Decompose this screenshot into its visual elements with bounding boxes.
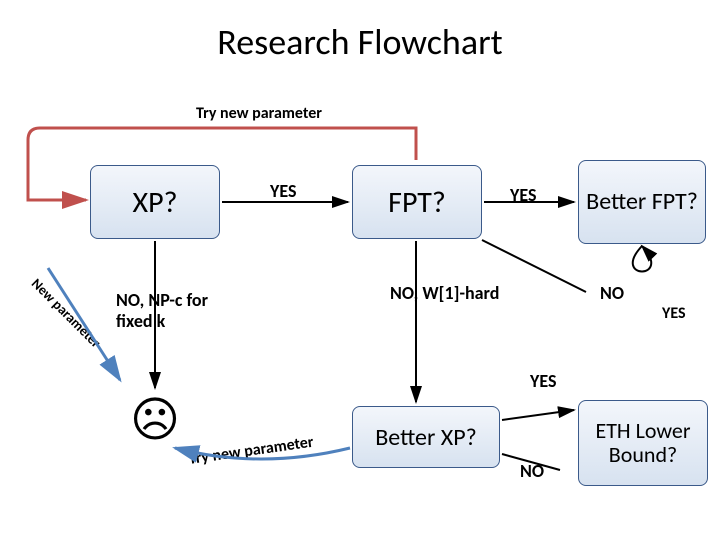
label-new-parameter-diag: New parameter bbox=[28, 275, 104, 351]
label-npc: NO, NP-c for fixed k bbox=[116, 290, 226, 331]
sad-face-icon: ☹ bbox=[130, 390, 180, 449]
label-try-new-bottom: Try new parameter bbox=[187, 433, 314, 469]
edge-label-yes-4: YES bbox=[530, 370, 556, 392]
page-title: Research Flowchart bbox=[0, 20, 720, 64]
edge-betterxp-eth-yes bbox=[502, 410, 574, 420]
edge-label-no-1: NO bbox=[600, 282, 624, 304]
label-try-new-top: Try new parameter bbox=[196, 104, 322, 123]
edge-label-yes-2: YES bbox=[510, 184, 536, 206]
edge-label-yes-1: YES bbox=[270, 180, 296, 202]
edge-betterfpt-selfloop bbox=[633, 246, 651, 272]
node-better-fpt: Better FPT? bbox=[578, 160, 706, 244]
edge-label-yes-3: YES bbox=[662, 304, 686, 323]
edge-label-no-2: NO bbox=[520, 460, 544, 482]
node-fpt: FPT? bbox=[352, 165, 482, 239]
node-xp: XP? bbox=[90, 165, 220, 239]
node-eth: ETH Lower Bound? bbox=[578, 400, 708, 486]
node-better-xp: Better XP? bbox=[352, 406, 500, 468]
edge-label-w1hard: NO, W[1]-hard bbox=[390, 282, 499, 304]
